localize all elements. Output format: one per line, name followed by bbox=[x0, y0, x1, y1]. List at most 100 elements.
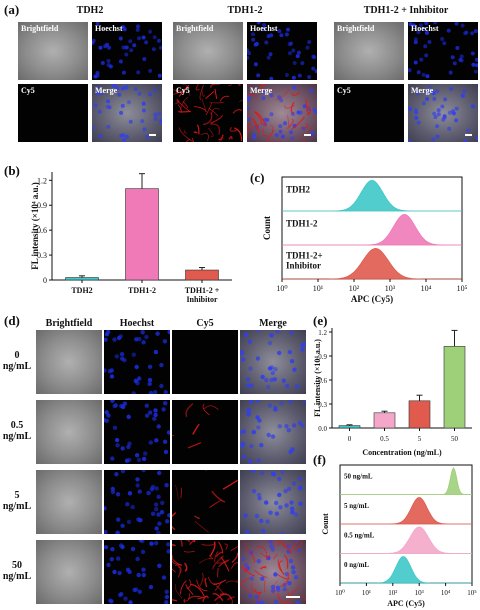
micrograph-label: Hoechst bbox=[411, 24, 439, 33]
row-label: 0.5 ng/mL bbox=[0, 420, 34, 442]
y-tick-label: 0.3 bbox=[37, 251, 47, 260]
x-axis-label: Concentration (ng/mL) bbox=[362, 448, 442, 457]
micrograph-cy5: Cy5 bbox=[334, 84, 404, 142]
chart-f: 50 ng/mL 5 ng/mL 0.5 ng/mL 0 ng/mL 10⁰ 10¹ 10²… bbox=[321, 464, 477, 608]
bar bbox=[185, 269, 219, 281]
y-axis-label: Count bbox=[262, 216, 272, 240]
row-label-unit: ng/mL bbox=[2, 571, 32, 582]
row-label: 0 ng/mL bbox=[0, 350, 34, 372]
row-label: 5 ng/mL bbox=[0, 490, 34, 512]
micrograph-merge: Merge bbox=[247, 84, 317, 142]
micrograph-merge: Merge bbox=[408, 84, 478, 142]
scale-bar bbox=[304, 134, 311, 136]
bar bbox=[408, 400, 431, 429]
micrograph-label: Brightfield bbox=[21, 24, 59, 33]
row-label-value: 0 bbox=[14, 350, 20, 361]
micrograph-label: Brightfield bbox=[337, 24, 375, 33]
x-tick-label: 10⁵ bbox=[457, 284, 468, 293]
micrograph-bright bbox=[36, 540, 102, 604]
panel-a-label: (a) bbox=[4, 2, 20, 17]
histogram-series bbox=[340, 526, 472, 554]
x-tick-label: 10² bbox=[349, 284, 360, 293]
micrograph-hoechst bbox=[104, 400, 170, 464]
micrograph-label: Cy5 bbox=[337, 86, 351, 95]
micrograph-merge: Merge bbox=[92, 84, 162, 142]
group-title: TDH1-2 bbox=[227, 5, 263, 16]
micrograph-merge bbox=[240, 540, 306, 604]
micrograph-label: Hoechst bbox=[95, 24, 123, 33]
chart-b: 0 0.3 0.6 0.9 1.2 TDH2 TDH1-2 TDH1-2 +Inhibitor… bbox=[30, 172, 232, 304]
x-tick-label: 10⁵ bbox=[467, 589, 477, 597]
y-tick-label: 0.0 bbox=[318, 425, 327, 433]
x-tick-label: 0.5 bbox=[380, 435, 389, 443]
x-tick-label: 10⁴ bbox=[441, 589, 451, 597]
micrograph-brightfield: Brightfield bbox=[173, 22, 243, 80]
bar bbox=[443, 346, 466, 429]
x-tick-label: 10⁰ bbox=[276, 284, 287, 293]
x-axis-label: APC (Cy5) bbox=[351, 294, 393, 304]
micrograph-cy5 bbox=[172, 470, 238, 534]
y-tick-label: 1.2 bbox=[37, 176, 47, 185]
micrograph-label: Cy5 bbox=[176, 86, 190, 95]
x-tick-label: 0 bbox=[348, 435, 352, 443]
micrograph-bright bbox=[36, 470, 102, 534]
chart-e: 0.0 0.3 0.6 0.9 1.2 0 0.5 5 50 FL intensity (×10⁴… bbox=[313, 328, 472, 457]
y-tick-label: 0.9 bbox=[37, 201, 47, 210]
scale-bar bbox=[465, 134, 472, 136]
x-tick-label: TDH1-2 + bbox=[185, 286, 220, 295]
micrograph-hoechst: Hoechst bbox=[92, 22, 162, 80]
row-label-value: 50 bbox=[12, 560, 22, 571]
y-tick-label: 0.9 bbox=[318, 353, 327, 361]
histogram-series bbox=[282, 213, 462, 246]
micrograph-hoechst: Hoechst bbox=[408, 22, 478, 80]
column-label: Merge bbox=[259, 318, 287, 329]
bar bbox=[373, 412, 396, 429]
series-label: TDH2 bbox=[286, 184, 311, 194]
histogram-series bbox=[340, 497, 472, 525]
x-tick-label: 10³ bbox=[385, 284, 396, 293]
x-tick-label: 10⁰ bbox=[335, 589, 345, 597]
x-tick-label: Inhibitor bbox=[186, 295, 218, 304]
scale-bar bbox=[286, 596, 300, 598]
group-title: TDH1-2 + Inhibitor bbox=[363, 5, 449, 16]
row-label-unit: ng/mL bbox=[2, 431, 32, 442]
panel-c-label: (c) bbox=[250, 170, 265, 185]
row-label-unit: ng/mL bbox=[2, 501, 32, 512]
series-label: Inhibitor bbox=[286, 260, 321, 270]
x-tick-label: TDH2 bbox=[71, 286, 92, 295]
micrograph-bright bbox=[36, 330, 102, 394]
histogram-series bbox=[340, 467, 472, 495]
row-label-unit: ng/mL bbox=[2, 361, 32, 372]
series-label: 50 ng/mL bbox=[344, 472, 373, 480]
x-tick-label: 10² bbox=[388, 589, 397, 597]
series-label: TDH1-2 bbox=[286, 218, 318, 228]
series-label: TDH1-2+ bbox=[286, 250, 323, 260]
micrograph-label: Brightfield bbox=[176, 24, 214, 33]
series-label: 5 ng/mL bbox=[344, 502, 369, 510]
micrograph-bright bbox=[36, 400, 102, 464]
micrograph-cy5 bbox=[172, 400, 238, 464]
micrograph-cy5 bbox=[172, 330, 238, 394]
column-label: Brightfield bbox=[45, 318, 93, 329]
micrograph-label: Merge bbox=[411, 86, 434, 95]
y-tick-label: 0 bbox=[43, 276, 47, 285]
x-axis-label: APC (Cy5) bbox=[387, 599, 425, 608]
bar bbox=[125, 188, 159, 281]
histogram-series bbox=[340, 556, 472, 584]
x-tick-label: 10¹ bbox=[362, 589, 371, 597]
series-label: 0.5 ng/mL bbox=[344, 531, 375, 539]
x-tick-label: 10¹ bbox=[313, 284, 324, 293]
micrograph-hoechst bbox=[104, 330, 170, 394]
column-label: Cy5 bbox=[196, 318, 214, 329]
micrograph-hoechst bbox=[104, 540, 170, 604]
micrograph-merge bbox=[240, 400, 306, 464]
y-tick-label: 0.3 bbox=[318, 401, 327, 409]
panel-b-label: (b) bbox=[4, 163, 20, 178]
micrograph-brightfield: Brightfield bbox=[18, 22, 88, 80]
micrograph-brightfield: Brightfield bbox=[334, 22, 404, 80]
micrograph-label: Merge bbox=[250, 86, 273, 95]
micrograph-hoechst: Hoechst bbox=[247, 22, 317, 80]
micrograph-cy5: Cy5 bbox=[173, 84, 243, 142]
chart-c: TDH2 TDH1-2 TDH1-2+Inhibitor 10⁰ 10¹ 10² 10³ 10… bbox=[262, 176, 468, 304]
column-label: Hoechst bbox=[119, 318, 155, 329]
